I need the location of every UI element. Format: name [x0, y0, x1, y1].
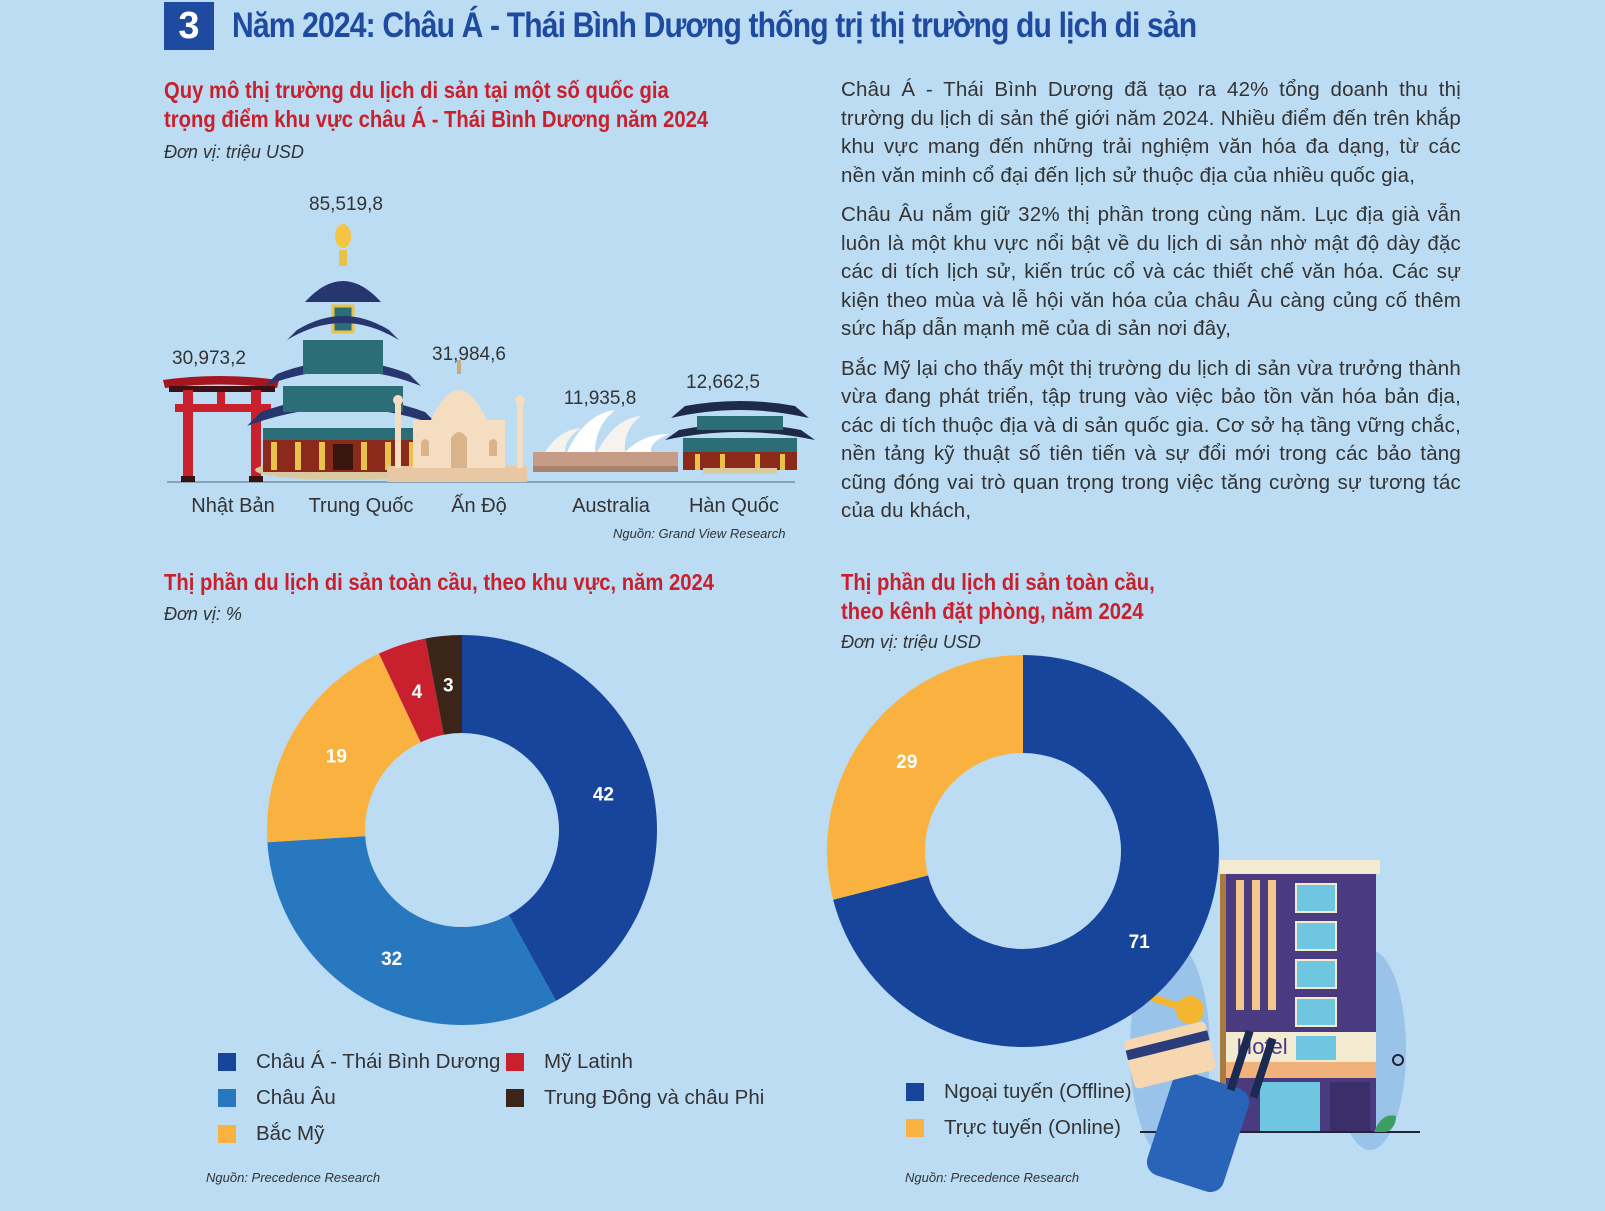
- legend-swatch: [906, 1083, 924, 1101]
- bar-category-label-australia: Australia: [572, 495, 651, 517]
- bar-chart-unit: Đơn vị: triệu USD: [164, 142, 304, 162]
- region-donut-slice-1: [267, 836, 556, 1025]
- channel-donut-slice-1: [827, 655, 1023, 900]
- legend-item-trung-dong: Trung Đông và châu Phi: [506, 1086, 764, 1110]
- channel-donut-slice-label-1: 29: [896, 752, 917, 773]
- region-donut-slice-label-0: 42: [593, 785, 614, 806]
- region-donut-source: Nguồn: Precedence Research: [206, 1170, 381, 1185]
- torii-gate-icon: [163, 376, 279, 482]
- legend-item-online: Trực tuyến (Online): [906, 1116, 1121, 1140]
- region-donut-slice-4: [425, 635, 462, 735]
- paragraph-1: Châu Á - Thái Bình Dương đã tạo ra 42% t…: [841, 78, 1461, 187]
- legend-swatch: [218, 1089, 236, 1107]
- channel-donut-slice-0: [833, 655, 1219, 1047]
- bar-category-label-an-do: Ấn Độ: [451, 494, 507, 517]
- region-donut-slice-label-4: 3: [443, 676, 454, 697]
- section-number-badge: 3: [164, 2, 214, 50]
- region-donut-slice-2: [267, 653, 421, 843]
- bar-mark-an-do: [387, 360, 527, 482]
- legend-label: Châu Á - Thái Bình Dương: [256, 1050, 501, 1073]
- bar-mark-han-quoc: [665, 401, 815, 474]
- pictorial-bar-chart: 30,973,2 85,519,8 31,984,6 11,935,8 12,6…: [163, 194, 815, 517]
- bar-category-label-nhat-ban: Nhật Bản: [191, 495, 274, 517]
- legend-swatch: [906, 1119, 924, 1137]
- credit-card-icon: [1124, 1021, 1216, 1089]
- legend-label: Bắc Mỹ: [256, 1122, 325, 1145]
- bar-mark-australia: [533, 410, 678, 472]
- legend-label: Ngoại tuyến (Offline): [944, 1080, 1132, 1103]
- legend-label: Châu Âu: [256, 1086, 336, 1109]
- region-donut-slice-label-3: 4: [412, 682, 423, 703]
- legend-label: Mỹ Latinh: [544, 1050, 633, 1073]
- channel-donut-title-line-1: Thị phần du lịch di sản toàn cầu,: [841, 569, 1155, 595]
- temple-of-heaven-icon: [247, 224, 439, 480]
- bar-mark-nhat-ban: [163, 376, 279, 482]
- bar-chart-title: Quy mô thị trường du lịch di sản tại một…: [164, 76, 708, 134]
- channel-donut-title-line-2: theo kênh đặt phòng, năm 2024: [841, 598, 1144, 624]
- bar-chart-title-line-2: trọng điểm khu vực châu Á - Thái Bình Dư…: [164, 106, 709, 132]
- legend-swatch: [506, 1053, 524, 1071]
- region-donut-slice-label-2: 19: [326, 747, 347, 768]
- legend-item-chau-au: Châu Âu: [218, 1086, 336, 1110]
- region-donut-chart: 42 32 19 4 3: [267, 635, 657, 1025]
- legend-swatch: [506, 1089, 524, 1107]
- sydney-opera-house-icon: [533, 410, 678, 472]
- bar-chart-source: Nguồn: Grand View Research: [613, 526, 786, 541]
- bar-value-label-australia: 11,935,8: [564, 388, 637, 409]
- channel-donut-slice-label-0: 71: [1129, 932, 1151, 953]
- channel-donut-source: Nguồn: Precedence Research: [905, 1170, 1080, 1185]
- region-donut-slice-3: [378, 638, 444, 743]
- legend-label: Trung Đông và châu Phi: [544, 1086, 765, 1109]
- legend-swatch: [218, 1053, 236, 1071]
- bar-category-label-han-quoc: Hàn Quốc: [689, 495, 779, 517]
- bar-mark-trung-quoc: [247, 224, 439, 480]
- legend-item-offline: Ngoại tuyến (Offline): [906, 1080, 1132, 1104]
- legend-item-bac-my: Bắc Mỹ: [218, 1122, 324, 1146]
- bar-chart-title-line-1: Quy mô thị trường du lịch di sản tại một…: [164, 77, 669, 103]
- region-donut-title: Thị phần du lịch di sản toàn cầu, theo k…: [164, 569, 714, 595]
- region-donut-slice-0: [462, 635, 657, 1001]
- body-text: Châu Á - Thái Bình Dương đã tạo ra 42% t…: [841, 76, 1461, 537]
- legend-item-my-latinh: Mỹ Latinh: [506, 1050, 633, 1074]
- paragraph-3: Bắc Mỹ lại cho thấy một thị trường du lị…: [841, 356, 1461, 523]
- bar-value-label-han-quoc: 12,662,5: [686, 372, 760, 393]
- taj-mahal-icon: [387, 360, 527, 482]
- channel-donut-chart: 71 29: [827, 655, 1219, 1047]
- bar-category-label-trung-quoc: Trung Quốc: [309, 495, 414, 517]
- luggage-icon: [1146, 1029, 1277, 1193]
- bar-value-label-trung-quoc: 85,519,8: [309, 194, 383, 215]
- channel-donut-unit: Đơn vị: triệu USD: [841, 632, 981, 652]
- section-title: Năm 2024: Châu Á - Thái Bình Dương thống…: [232, 6, 1197, 45]
- region-donut-slice-label-1: 32: [381, 949, 402, 970]
- region-donut-unit: Đơn vị: %: [164, 604, 242, 624]
- korean-palace-icon: [665, 401, 815, 474]
- bar-value-label-an-do: 31,984,6: [432, 344, 506, 365]
- legend-swatch: [218, 1125, 236, 1143]
- bar-value-label-nhat-ban: 30,973,2: [172, 348, 246, 369]
- channel-donut-title: Thị phần du lịch di sản toàn cầu, theo k…: [841, 568, 1155, 626]
- legend-item-chau-a: Châu Á - Thái Bình Dương: [218, 1050, 500, 1074]
- paragraph-2: Châu Âu nắm giữ 32% thị phần trong cùng …: [841, 203, 1461, 340]
- legend-label: Trực tuyến (Online): [944, 1116, 1122, 1139]
- hotel-illustration: Hotel: [1120, 860, 1420, 1193]
